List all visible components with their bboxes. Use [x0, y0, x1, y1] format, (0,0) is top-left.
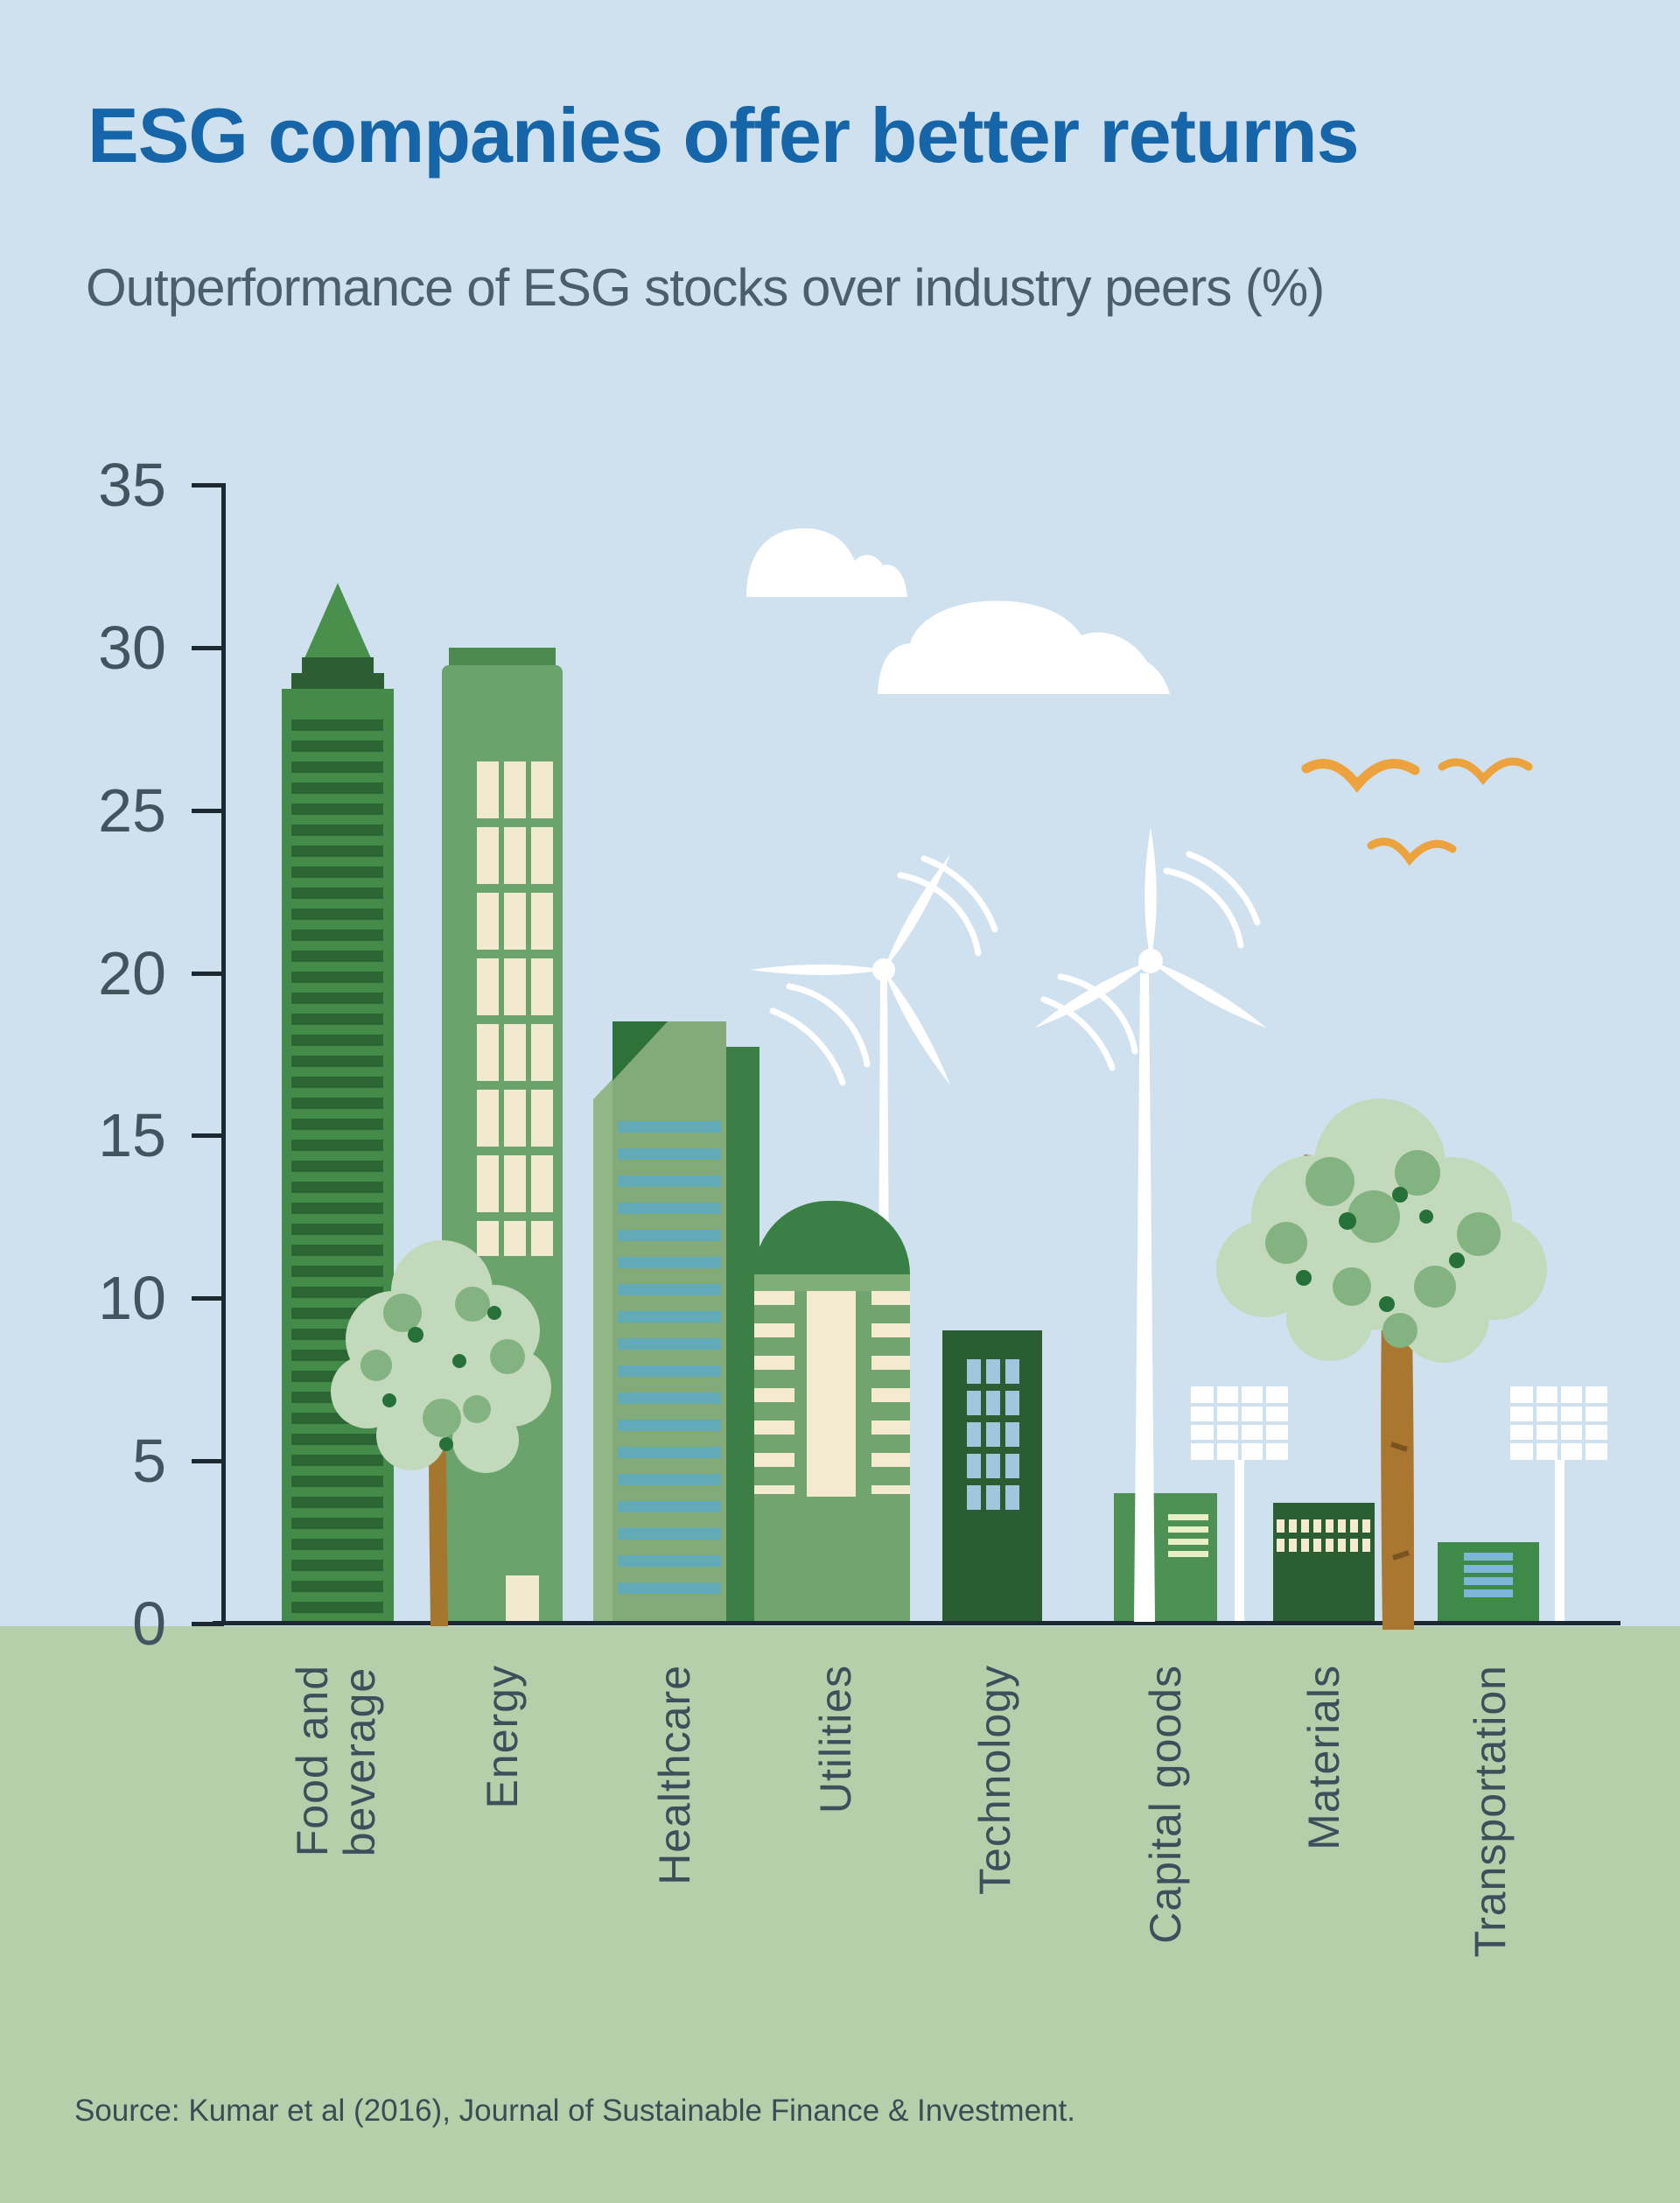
bird-icon	[1438, 757, 1533, 786]
y-axis-tick-label: 35	[98, 451, 166, 520]
bar-food-and-beverage	[282, 583, 394, 1624]
category-label-transportation: Transportation	[1466, 1665, 1515, 1958]
bar-healthcare	[593, 1021, 760, 1624]
y-axis-tick-label: 25	[98, 775, 166, 845]
category-label-healthcare: Healthcare	[650, 1665, 699, 1885]
building-window-stripes	[618, 1121, 721, 1610]
building-body	[282, 689, 394, 1624]
category-label-utilities: Utilities	[811, 1665, 860, 1814]
building-window-stripes	[291, 719, 383, 1624]
x-axis-baseline	[213, 1621, 1620, 1625]
y-axis-tick	[192, 1296, 224, 1301]
y-axis-tick	[192, 483, 224, 488]
cloud-icon	[878, 600, 1170, 694]
y-axis-tick-label: 30	[98, 613, 166, 682]
y-axis-tick	[192, 808, 224, 813]
y-axis-tick	[192, 1622, 224, 1626]
cloud-icon	[746, 528, 907, 597]
building-dome	[754, 1201, 910, 1274]
building-band	[754, 1274, 910, 1291]
bar-capital-goods	[1114, 1493, 1217, 1624]
y-axis-tick-label: 10	[98, 1264, 166, 1333]
source-note: Source: Kumar et al (2016), Journal of S…	[74, 2094, 1075, 2128]
building-door	[506, 1575, 539, 1624]
page-title: ESG companies offer better returns	[88, 92, 1360, 179]
y-axis-tick-label: 15	[98, 1101, 166, 1170]
building-crown	[302, 657, 374, 673]
building-window-stripes	[754, 1291, 794, 1494]
building-spire	[304, 583, 371, 658]
bar-energy	[442, 648, 563, 1624]
category-label-materials: Materials	[1299, 1665, 1348, 1850]
building-window-stripes	[872, 1291, 910, 1494]
y-axis-tick-label: 20	[98, 938, 166, 1007]
y-axis-tick-label: 5	[132, 1427, 166, 1496]
building-side-tower	[726, 1047, 760, 1624]
bird-icon	[1367, 838, 1457, 866]
y-axis-tick	[192, 971, 224, 976]
category-label-technology: Technology	[970, 1665, 1019, 1895]
building-roof-slab	[449, 648, 556, 665]
building-center-column	[807, 1291, 856, 1497]
bar-utilities	[754, 1201, 910, 1624]
chart-subtitle: Outperformance of ESG stocks over indust…	[86, 258, 1325, 317]
y-axis-tick	[192, 1133, 224, 1139]
building-window-grid	[1277, 1519, 1371, 1552]
y-axis-tick-label: 0	[132, 1589, 166, 1658]
bar-materials	[1273, 1503, 1375, 1624]
category-label-food-and-beverage: Food and beverage	[288, 1665, 384, 1857]
building-window-grid	[967, 1359, 1019, 1510]
building-side-strip	[593, 1079, 612, 1624]
building-crown	[291, 673, 384, 689]
ground-strip	[0, 1626, 1680, 2203]
building-window-grid	[477, 761, 553, 1256]
category-label-energy: Energy	[478, 1665, 527, 1809]
building-window-stripes	[1464, 1553, 1513, 1599]
bar-technology	[942, 1330, 1042, 1624]
bar-transportation	[1438, 1542, 1539, 1624]
y-axis-line	[221, 483, 226, 1625]
bird-icon	[1301, 759, 1420, 793]
y-axis-tick	[192, 645, 224, 650]
y-axis-tick	[192, 1459, 224, 1464]
category-label-capital-goods: Capital goods	[1141, 1665, 1190, 1944]
building-window-stripes	[1168, 1514, 1208, 1558]
